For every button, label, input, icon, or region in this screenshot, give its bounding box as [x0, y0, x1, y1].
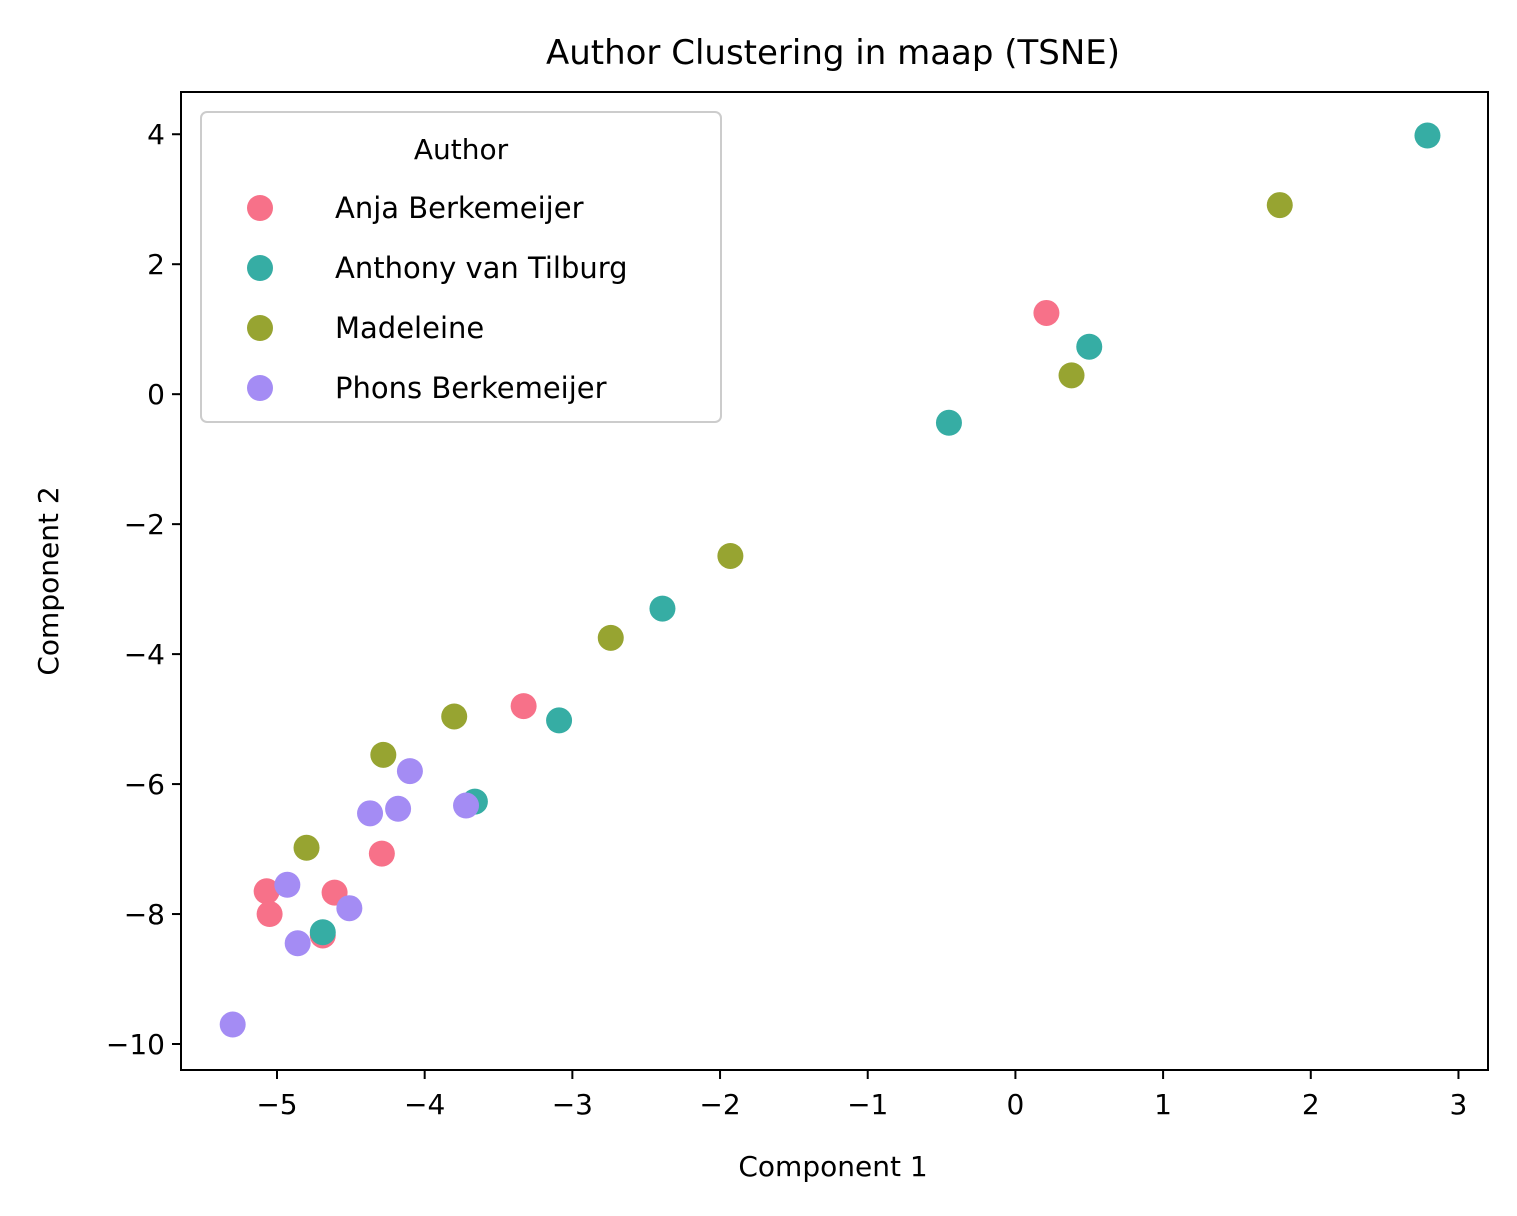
x-tick-label: 0: [1006, 1088, 1024, 1121]
x-tick-label: −1: [847, 1088, 888, 1121]
data-point: [274, 871, 301, 898]
y-axis-label: Component 2: [32, 486, 65, 675]
x-tick-label: −2: [699, 1088, 740, 1121]
data-point: [1033, 299, 1060, 326]
x-tick-label: −5: [256, 1088, 297, 1121]
data-point: [368, 840, 395, 867]
legend-label: Anja Berkemeijer: [335, 191, 584, 225]
y-tick-label: 2: [147, 248, 165, 281]
data-point: [1414, 122, 1441, 149]
x-tick-label: 2: [1302, 1088, 1320, 1121]
data-point: [219, 1011, 246, 1038]
y-tick-label: 0: [147, 378, 165, 411]
x-tick-label: 1: [1154, 1088, 1172, 1121]
chart-title: Author Clustering in maap (TSNE): [546, 33, 1120, 73]
data-point: [441, 703, 468, 730]
data-point: [357, 800, 384, 827]
legend-marker: [247, 195, 273, 221]
data-point: [256, 901, 283, 928]
axes-frame: [180, 91, 1489, 1071]
y-tick-label: −6: [124, 768, 165, 801]
x-tick-label: −4: [404, 1088, 445, 1121]
data-point: [1076, 333, 1103, 360]
data-point: [510, 693, 537, 720]
data-point: [385, 795, 412, 822]
data-point: [546, 707, 573, 734]
x-tick-label: 3: [1450, 1088, 1468, 1121]
data-point: [1266, 192, 1293, 219]
legend-marker: [247, 315, 273, 341]
y-tick-label: −4: [124, 638, 165, 671]
data-point: [336, 895, 363, 922]
legend-box: [200, 111, 722, 423]
data-point: [597, 624, 624, 651]
series-2: [293, 192, 1293, 861]
data-point: [935, 409, 962, 436]
data-point: [293, 834, 320, 861]
y-tick-label: 4: [147, 118, 165, 151]
y-tick-label: −2: [124, 508, 165, 541]
legend-label: Anthony van Tilburg: [335, 251, 628, 285]
x-tick-label: −3: [552, 1088, 593, 1121]
legend-title: Author: [414, 133, 509, 166]
data-point: [717, 542, 744, 569]
data-point: [1058, 362, 1085, 389]
y-tick-label: −10: [106, 1028, 165, 1061]
series-3: [219, 758, 480, 1038]
legend-label: Phons Berkemeijer: [335, 371, 607, 405]
data-point: [309, 919, 336, 946]
data-point: [396, 758, 423, 785]
legend: Author Anja Berkemeijer Anthony van Tilbu…: [200, 111, 722, 423]
plot-area: [219, 122, 1441, 1038]
y-tick-label: −8: [124, 898, 165, 931]
x-axis-label: Component 1: [738, 1150, 927, 1183]
data-point: [253, 878, 280, 905]
legend-label: Madeleine: [335, 311, 484, 345]
data-point: [453, 792, 480, 819]
legend-marker: [247, 255, 273, 281]
legend-marker: [247, 375, 273, 401]
data-point: [649, 595, 676, 622]
data-point: [370, 741, 397, 768]
data-point: [284, 930, 311, 957]
